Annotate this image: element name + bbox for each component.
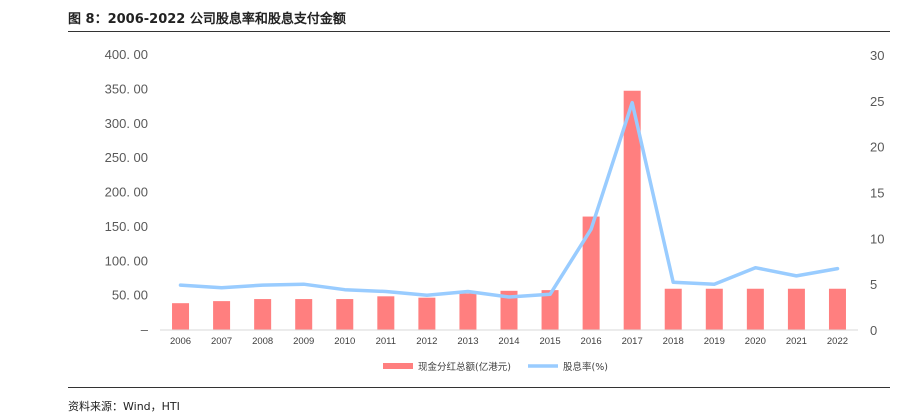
- x-tick-label: 2014: [498, 336, 519, 347]
- right-tick-label: 20: [870, 140, 884, 155]
- right-tick-label: 25: [870, 94, 884, 109]
- bar-2017: [623, 90, 641, 330]
- left-tick-label: 350. 00: [105, 81, 148, 96]
- dividend-chart: – 50. 00 100. 00 150. 00 200. 00 250. 00 300. …: [105, 47, 885, 373]
- figure-title: 图 8：2006-2022 公司股息率和股息支付金额: [68, 12, 346, 27]
- chart-legend: 现金分红总额(亿港元) 股息率(%): [383, 361, 608, 373]
- bar-2021: [787, 288, 805, 330]
- x-tick-label: 2016: [581, 336, 602, 347]
- left-tick-label: 250. 00: [105, 150, 148, 165]
- x-tick-label: 2011: [376, 336, 396, 347]
- bar-2022: [828, 288, 846, 330]
- bar-2014: [500, 290, 518, 330]
- left-tick-label: 400. 00: [105, 47, 148, 62]
- bar-2006: [172, 303, 190, 330]
- x-tick-label: 2013: [457, 336, 478, 347]
- right-tick-label: 30: [870, 48, 884, 63]
- legend-line-label: 股息率(%): [563, 361, 608, 373]
- bar-2008: [254, 299, 272, 330]
- bar-2012: [418, 297, 436, 330]
- x-tick-label: 2018: [663, 336, 684, 347]
- x-tick-label: 2021: [786, 336, 807, 347]
- right-tick-label: 0: [870, 323, 877, 338]
- x-tick-label: 2020: [745, 336, 766, 347]
- source-note: 资料来源：Wind，HTI: [68, 400, 180, 413]
- bar-2020: [746, 288, 764, 330]
- left-tick-label: 100. 00: [105, 253, 148, 268]
- right-tick-label: 10: [870, 231, 884, 246]
- x-tick-label: 2006: [170, 336, 191, 347]
- x-tick-label: 2010: [334, 336, 355, 347]
- x-tick-label: 2015: [539, 336, 560, 347]
- dividend-yield-line: [178, 100, 840, 299]
- left-tick-label: 300. 00: [105, 116, 148, 131]
- right-axis-ticks: 0 5 10 15 20 25 30: [870, 48, 884, 338]
- right-tick-label: 5: [870, 277, 877, 292]
- left-axis-ticks: – 50. 00 100. 00 150. 00 200. 00 250. 00 300. …: [105, 47, 149, 337]
- bar-2010: [336, 299, 354, 330]
- x-axis-ticks: 2006 2007 2008 2009 2010 2011 2012 2013 2014 2015…: [160, 329, 858, 347]
- x-tick-label: 2009: [293, 336, 314, 347]
- bars-layer: [172, 90, 846, 330]
- left-tick-label: 50. 00: [112, 288, 148, 303]
- x-tick-label: 2012: [416, 336, 437, 347]
- bar-2018: [664, 288, 682, 330]
- right-tick-label: 15: [870, 186, 884, 201]
- x-tick-label: 2008: [252, 336, 273, 347]
- bar-2009: [295, 299, 313, 330]
- bar-2011: [377, 296, 395, 330]
- legend-bar-swatch: [383, 363, 413, 369]
- line-layer: [178, 100, 840, 299]
- bar-2019: [705, 288, 723, 330]
- bar-2015: [541, 290, 559, 330]
- top-rule: [68, 31, 890, 32]
- x-tick-label: 2007: [211, 336, 232, 347]
- x-tick-label: 2019: [704, 336, 725, 347]
- bar-2007: [213, 301, 231, 330]
- legend-bar-label: 现金分红总额(亿港元): [418, 361, 511, 373]
- left-tick-label: 150. 00: [105, 219, 148, 234]
- x-tick-label: 2017: [622, 336, 643, 347]
- x-tick-label: 2022: [827, 336, 848, 347]
- bar-2016: [582, 216, 600, 330]
- left-tick-label: –: [141, 322, 149, 337]
- left-tick-label: 200. 00: [105, 185, 148, 200]
- bar-2013: [459, 293, 477, 330]
- bottom-rule: [68, 387, 890, 388]
